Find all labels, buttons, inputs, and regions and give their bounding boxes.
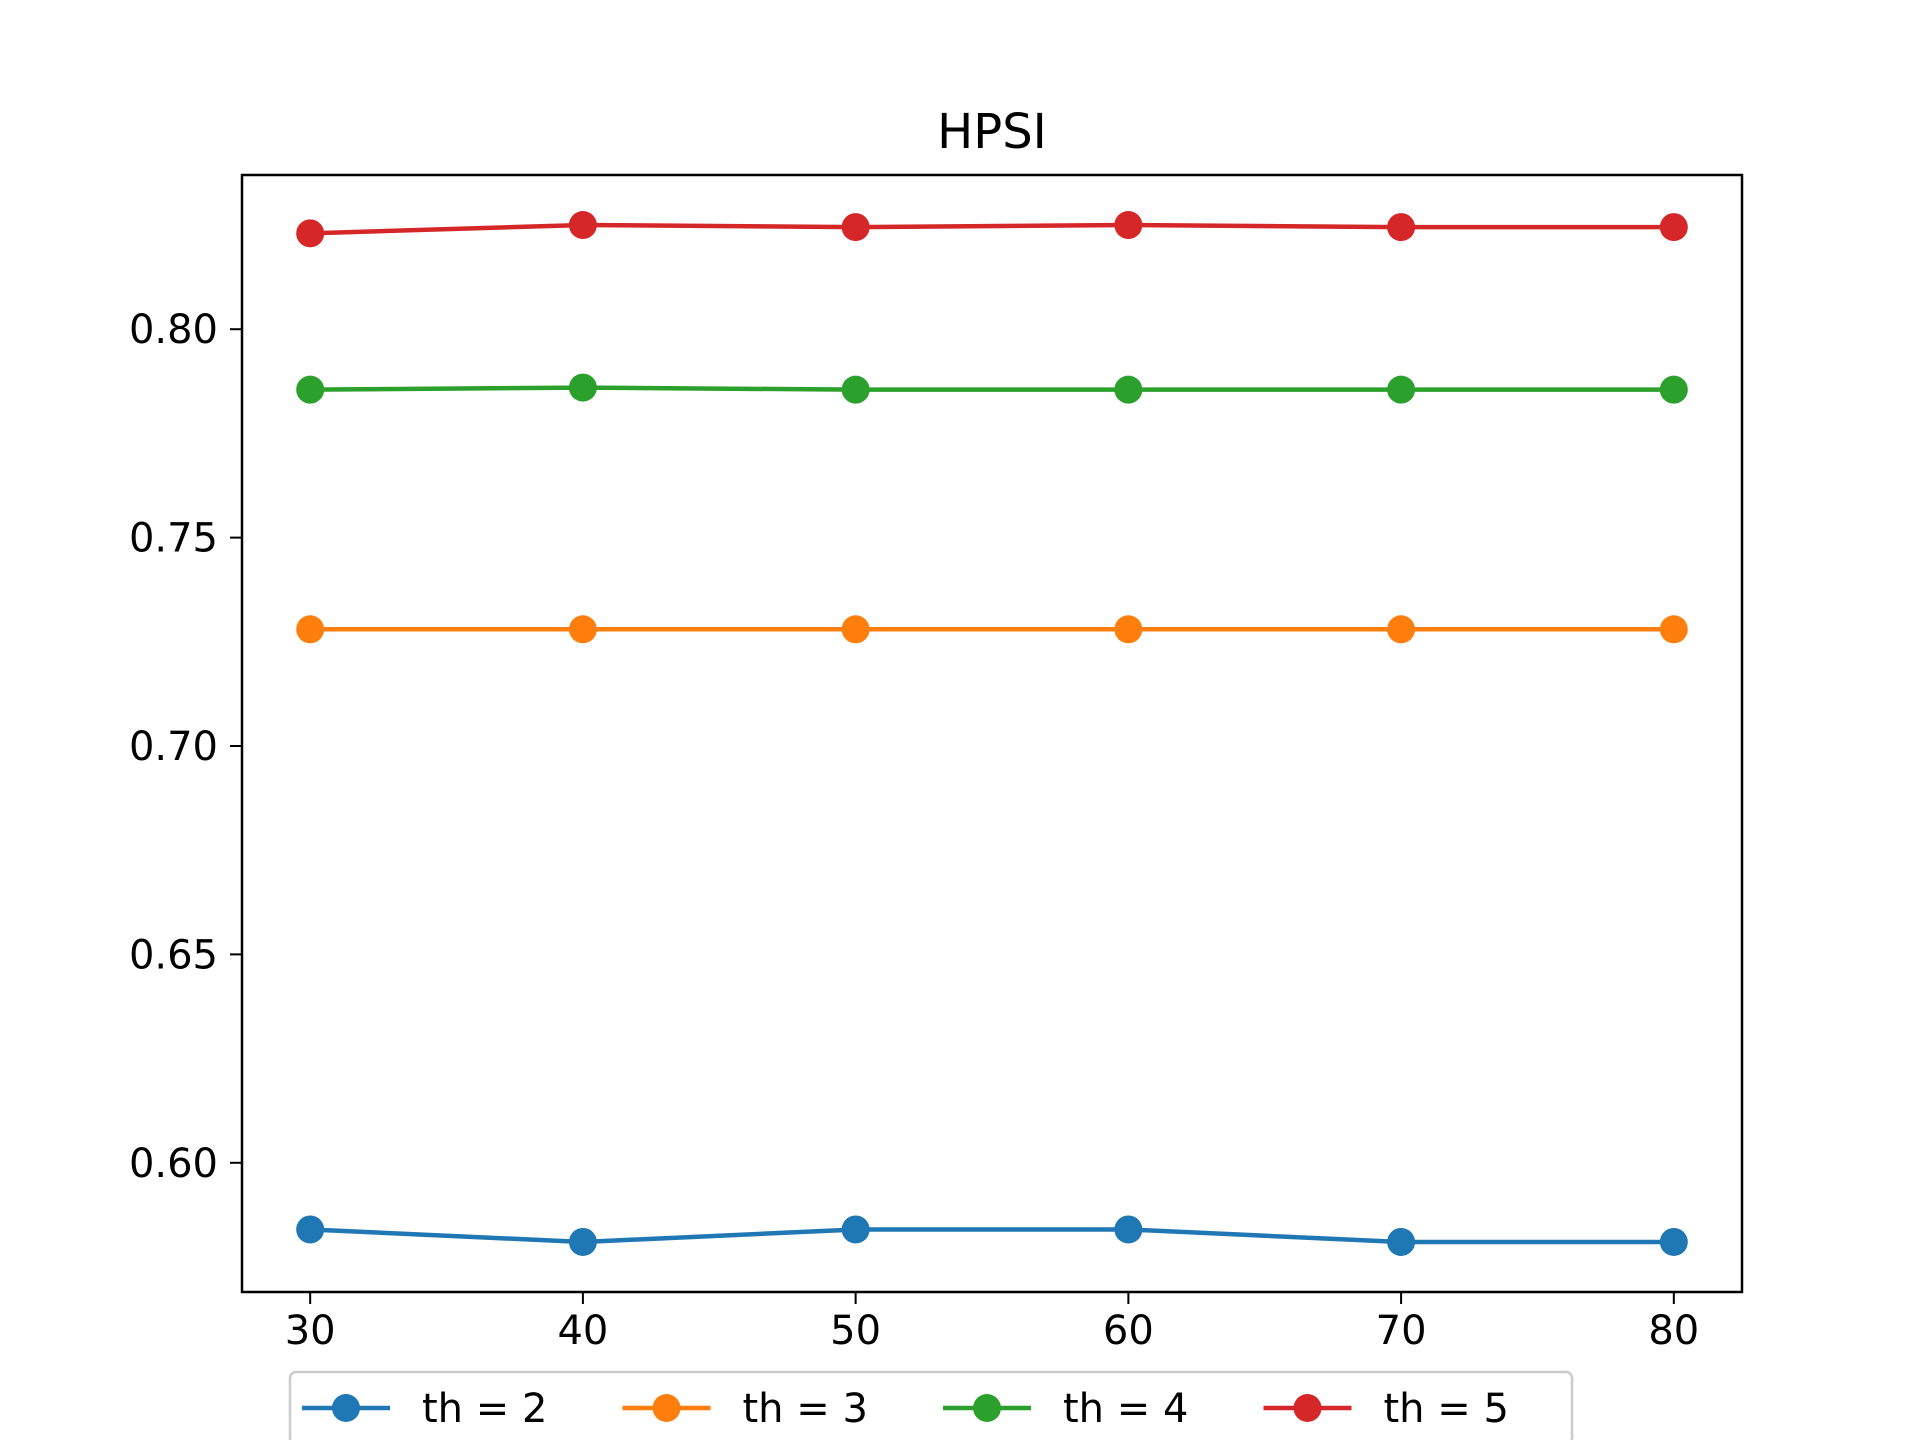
data-point: [296, 1215, 325, 1244]
data-point: [296, 375, 325, 404]
legend: th = 2 th = 3 th = 4 th = 5: [288, 1370, 1574, 1440]
legend-frame: [288, 1370, 1574, 1440]
y-tick-label: 0.75: [129, 516, 218, 562]
data-point: [296, 219, 325, 248]
data-point: [841, 375, 870, 404]
series-line: [310, 222, 1674, 236]
legend-label: th = 2: [422, 1386, 547, 1432]
series-3: [296, 373, 1688, 404]
data-point: [1114, 375, 1143, 404]
data-point: [568, 1227, 597, 1256]
data-point: [1114, 1215, 1143, 1244]
plot-frame: [240, 173, 1744, 1294]
plot-area: [296, 211, 1688, 1256]
data-point: [1659, 1227, 1688, 1256]
legend-marker: [652, 1394, 681, 1422]
data-point: [568, 211, 597, 240]
series-line: [310, 385, 1674, 392]
x-tick-label: 40: [557, 1308, 608, 1354]
legend-marker: [973, 1394, 1001, 1422]
legend-marker: [332, 1394, 360, 1422]
x-tick-label: 70: [1376, 1308, 1427, 1354]
chart-title: HPSI: [937, 104, 1047, 160]
data-point: [568, 615, 597, 644]
y-tick-label: 0.65: [129, 932, 218, 978]
legend-item: th = 3: [622, 1386, 868, 1432]
series-line: [310, 1227, 1674, 1245]
series-4: [296, 211, 1688, 248]
data-point: [1387, 615, 1416, 644]
legend-marker: [1293, 1394, 1322, 1422]
x-tick-label: 80: [1648, 1308, 1699, 1354]
data-point: [1659, 375, 1688, 404]
y-tick-label: 0.70: [129, 724, 218, 770]
legend-item: th = 4: [943, 1386, 1188, 1432]
data-point: [841, 615, 870, 644]
data-point: [1659, 615, 1688, 644]
legend-item: th = 2: [302, 1386, 547, 1432]
y-tick-label: 0.60: [129, 1141, 218, 1187]
legend-item: th = 5: [1263, 1386, 1509, 1432]
data-point: [1659, 213, 1688, 242]
data-point: [1387, 213, 1416, 242]
series-2: [296, 615, 1688, 644]
data-point: [1114, 615, 1143, 644]
data-point: [1387, 1227, 1416, 1256]
x-tick-label: 60: [1103, 1308, 1154, 1354]
data-point: [568, 373, 597, 402]
axes: 30 40 50 60 70 80 0.60 0.65 0.70 0.75 0.80: [129, 173, 1744, 1354]
data-point: [296, 615, 325, 644]
x-tick-label: 30: [285, 1308, 336, 1354]
y-tick-label: 0.80: [129, 307, 218, 353]
data-point: [1387, 375, 1416, 404]
data-point: [1114, 211, 1143, 240]
data-point: [841, 1215, 870, 1244]
legend-label: th = 5: [1384, 1386, 1509, 1432]
legend-label: th = 3: [743, 1386, 868, 1432]
legend-label: th = 4: [1063, 1386, 1188, 1432]
x-tick-label: 50: [830, 1308, 881, 1354]
data-point: [841, 213, 870, 242]
series-1: [296, 1215, 1688, 1256]
